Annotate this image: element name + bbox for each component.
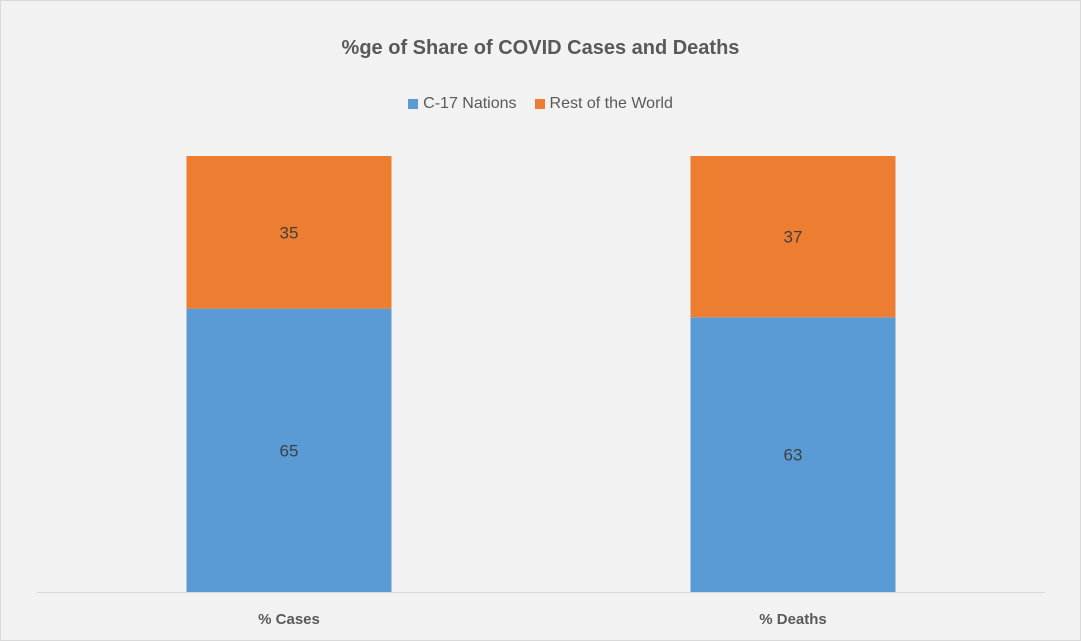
- bar-segment-c17-nations-cases: [186, 308, 392, 592]
- bar-segment-rest-of-world-deaths: [690, 156, 896, 318]
- data-label-c17-nations-cases: 65: [280, 441, 299, 460]
- x-tick-label-deaths: % Deaths: [759, 611, 827, 628]
- legend: C-17 Nations Rest of the World: [1, 95, 1080, 113]
- legend-entry-rest-of-world: Rest of the World: [534, 95, 673, 113]
- legend-label-c17-nations: C-17 Nations: [423, 95, 517, 112]
- bar-segment-c17-nations-deaths: [690, 317, 896, 592]
- legend-swatch-c17-nations: [408, 99, 419, 109]
- legend-label-rest-of-world: Rest of the World: [549, 95, 673, 112]
- chart-title: %ge of Share of COVID Cases and Deaths: [341, 37, 740, 59]
- bar-segment-rest-of-world-cases: [186, 156, 392, 309]
- legend-entry-c17-nations: C-17 Nations: [408, 95, 517, 113]
- data-label-c17-nations-deaths: 63: [784, 446, 803, 465]
- data-label-rest-of-world-cases: 35: [280, 223, 299, 242]
- data-label-rest-of-world-deaths: 37: [784, 228, 803, 247]
- legend-swatch-rest-of-world: [534, 99, 545, 109]
- x-tick-label-cases: % Cases: [258, 611, 320, 628]
